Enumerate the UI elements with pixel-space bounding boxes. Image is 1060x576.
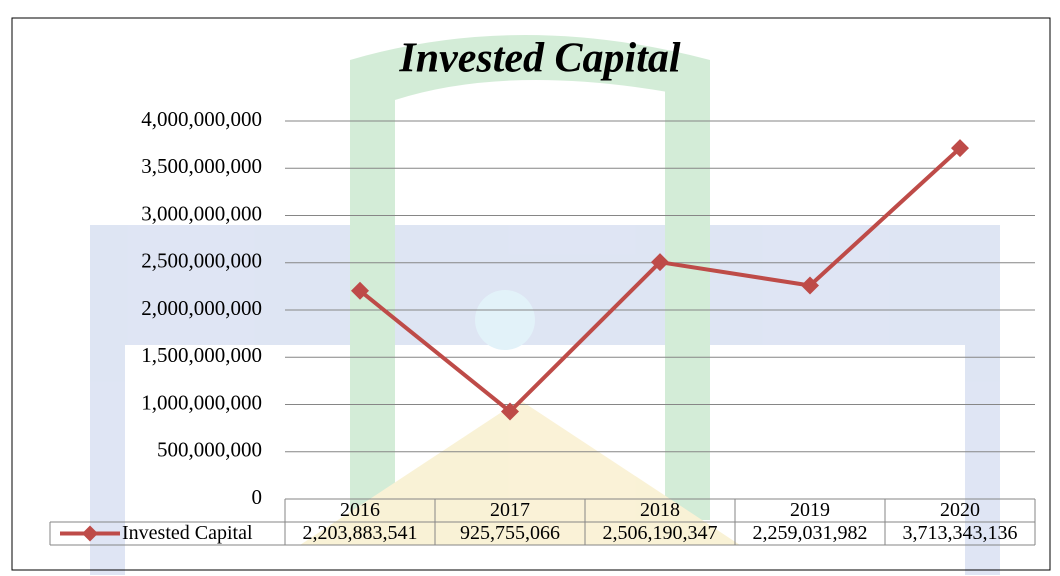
y-tick-label: 500,000,000 (157, 438, 262, 462)
y-tick-label: 1,000,000,000 (141, 390, 262, 414)
x-tick-label: 2020 (940, 499, 980, 521)
y-tick-label: 2,500,000,000 (141, 249, 262, 273)
table-value: 2,506,190,347 (603, 522, 718, 544)
x-tick-label: 2016 (340, 499, 380, 521)
table-value: 2,203,883,541 (303, 522, 418, 544)
table-value: 3,713,343,136 (903, 522, 1018, 544)
y-tick-label: 3,000,000,000 (141, 201, 262, 225)
y-tick-label: 0 (252, 485, 263, 509)
x-tick-label: 2018 (640, 499, 680, 521)
y-tick-label: 1,500,000,000 (141, 343, 262, 367)
y-tick-label: 4,000,000,000 (141, 107, 262, 131)
table-value: 2,259,031,982 (753, 522, 868, 544)
chart: Invested Capital 0 500,000,000 1,000,000,0… (0, 0, 1060, 576)
chart-title: Invested Capital (398, 36, 680, 82)
y-tick-label: 2,000,000,000 (141, 296, 262, 320)
table-value: 925,755,066 (460, 522, 560, 544)
x-tick-label: 2017 (490, 499, 530, 521)
x-tick-label: 2019 (790, 499, 830, 521)
y-tick-label: 3,500,000,000 (141, 154, 262, 178)
legend-label: Invested Capital (122, 522, 253, 544)
